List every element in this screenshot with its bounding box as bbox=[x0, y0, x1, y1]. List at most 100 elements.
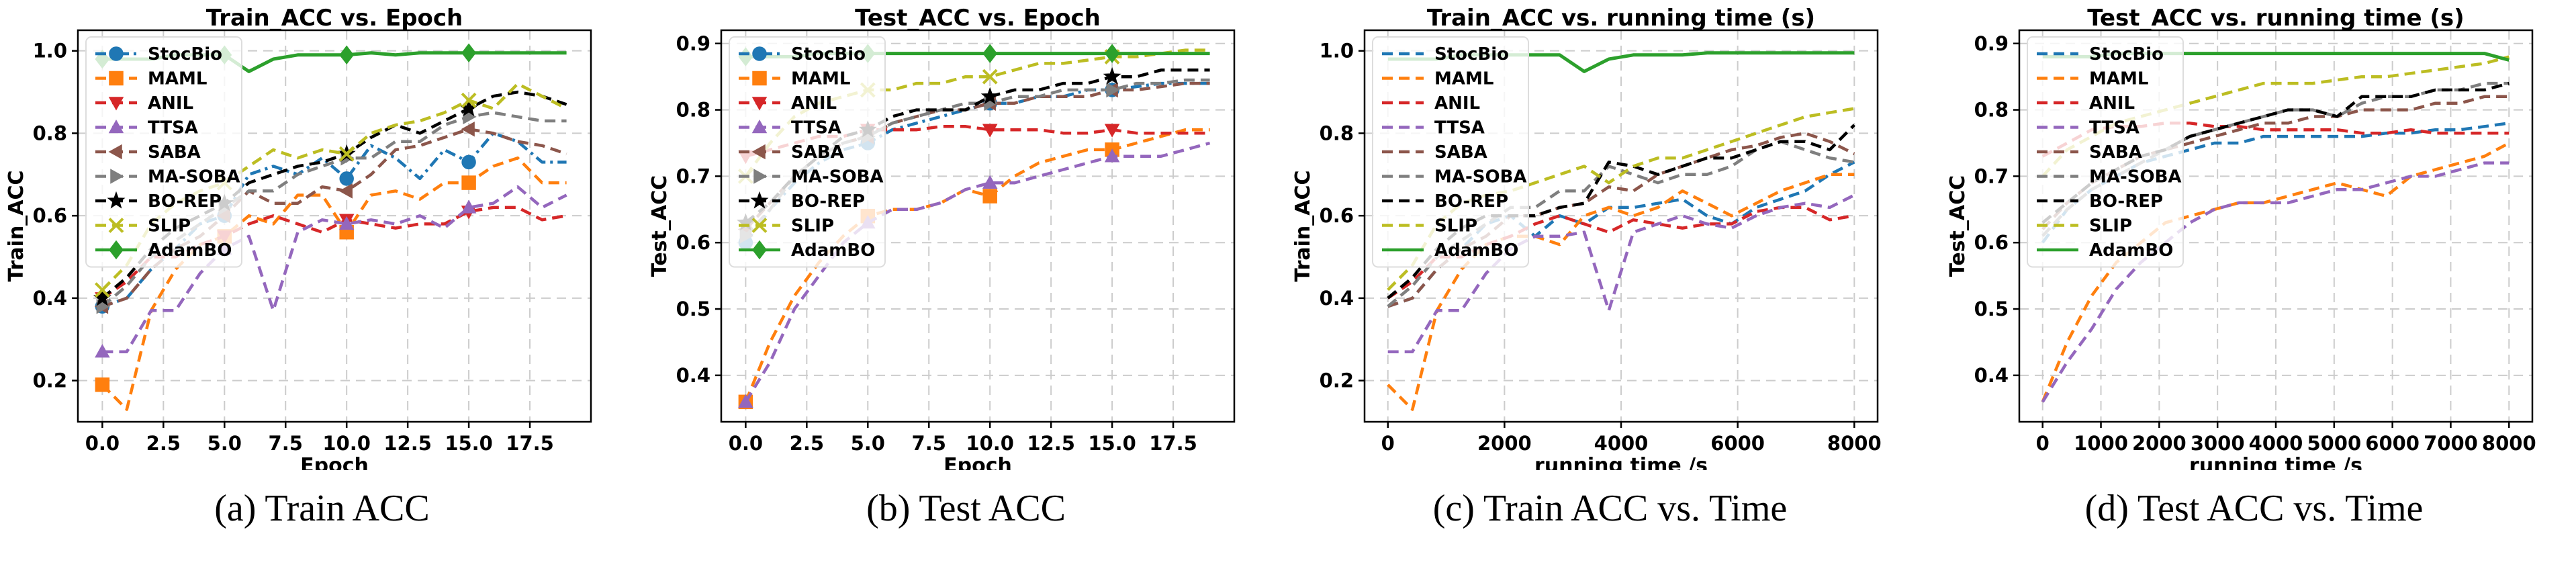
series-line-ttsa bbox=[1387, 193, 1855, 353]
data-point-saba bbox=[338, 183, 353, 199]
y-axis-label: Test_ACC bbox=[1946, 175, 1970, 277]
legend-marker-ma-soba bbox=[753, 169, 768, 184]
x-tick-label: 12.5 bbox=[383, 432, 432, 455]
x-tick-label: 0 bbox=[2036, 432, 2050, 455]
x-tick-label: 12.5 bbox=[1027, 432, 1075, 455]
legend-label-stocbio: StocBio bbox=[2089, 44, 2164, 64]
x-tick-label: 10.0 bbox=[322, 432, 371, 455]
y-tick-label: 0.8 bbox=[1974, 99, 2009, 122]
legend-label-maml: MAML bbox=[1434, 69, 1493, 89]
x-tick-label: 17.5 bbox=[1149, 432, 1197, 455]
x-tick-label: 0 bbox=[1381, 432, 1395, 455]
series-line-saba bbox=[101, 128, 567, 308]
legend-label-saba: SABA bbox=[2089, 142, 2142, 163]
x-tick-label: 7.5 bbox=[912, 432, 946, 455]
chart-1: 0.2 0.4 0.6 0.8 1.0 0.0 2.5 5.0 7.5 10.0 12.5 15.0 1… bbox=[5, 5, 592, 470]
chart-title: Test_ACC vs. Epoch bbox=[855, 5, 1101, 32]
legend-marker-anil bbox=[751, 97, 768, 111]
data-point-bo-rep bbox=[1103, 67, 1121, 85]
legend-label-ttsa: TTSA bbox=[1434, 118, 1485, 138]
data-point-ttsa bbox=[95, 344, 110, 358]
legend-marker-saba bbox=[751, 144, 766, 160]
y-tick-label: 0.5 bbox=[1974, 298, 2009, 320]
legend-marker-slip bbox=[751, 218, 768, 233]
legend-marker-anil bbox=[108, 97, 124, 111]
x-tick-label: 0.0 bbox=[85, 432, 120, 455]
x-tick-label: 15.0 bbox=[1088, 432, 1136, 455]
legend-marker-saba bbox=[108, 144, 122, 160]
legend-label-slip: SLIP bbox=[148, 216, 191, 236]
data-point-adambo bbox=[982, 44, 998, 63]
data-point-saba bbox=[461, 122, 475, 137]
data-point-ttsa bbox=[338, 216, 355, 230]
legend-marker-bo-rep bbox=[750, 191, 769, 209]
caption-a: (a) Train ACC bbox=[214, 488, 430, 529]
data-point-ma-soba bbox=[1106, 82, 1120, 98]
plot-frame bbox=[77, 29, 592, 423]
data-point-slip bbox=[461, 92, 477, 108]
legend-marker-slip bbox=[108, 218, 124, 233]
legend-box bbox=[2027, 36, 2184, 268]
legend-label-stocbio: StocBio bbox=[1434, 44, 1509, 64]
x-axis-label: running time /s bbox=[1534, 454, 1708, 470]
x-axis-label: running time /s bbox=[2189, 454, 2362, 470]
y-tick-label: 0.6 bbox=[33, 204, 67, 227]
legend-label-slip: SLIP bbox=[1434, 216, 1477, 236]
y-tick-label: 0.8 bbox=[33, 122, 67, 144]
y-tick-label: 0.4 bbox=[1974, 364, 2009, 387]
y-tick-label: 0.6 bbox=[1320, 204, 1354, 227]
legend-marker-stocbio bbox=[109, 46, 124, 61]
x-axis-label: Epoch bbox=[300, 454, 369, 470]
legend-label-saba: SABA bbox=[148, 142, 201, 163]
y-tick-label: 0.8 bbox=[676, 99, 710, 122]
series-line-ttsa bbox=[2041, 161, 2510, 403]
caption-c: (c) Train ACC vs. Time bbox=[1432, 488, 1788, 529]
legend-marker-adambo bbox=[109, 240, 124, 260]
x-tick-label: 17.5 bbox=[506, 432, 554, 455]
legend-label-anil: ANIL bbox=[791, 93, 837, 114]
data-point-maml bbox=[95, 377, 110, 392]
x-tick-label: 5.0 bbox=[208, 432, 242, 455]
data-point-slip bbox=[338, 146, 355, 162]
legend-label-maml: MAML bbox=[148, 69, 207, 89]
data-point-bo-rep bbox=[980, 87, 999, 105]
series-line-slip bbox=[2041, 55, 2510, 177]
x-tick-label: 3000 bbox=[2191, 432, 2245, 455]
y-tick-label: 0.4 bbox=[1320, 287, 1354, 310]
y-tick-label: 0.2 bbox=[1320, 369, 1354, 392]
chart-title: Test_ACC vs. running time (s) bbox=[2087, 5, 2464, 32]
legend-label-adambo: AdamBO bbox=[2089, 240, 2173, 261]
legend-marker-maml bbox=[109, 71, 124, 86]
data-point-slip bbox=[982, 69, 998, 85]
x-tick-label: 7.5 bbox=[269, 432, 303, 455]
series-line-bo-rep bbox=[2041, 81, 2510, 224]
caption-d: (d) Test ACC vs. Time bbox=[2084, 488, 2424, 529]
data-point-maml bbox=[982, 189, 997, 204]
x-tick-label: 10.0 bbox=[966, 432, 1014, 455]
legend-label-stocbio: StocBio bbox=[791, 44, 866, 64]
y-tick-label: 0.4 bbox=[676, 364, 710, 387]
x-tick-label: 8000 bbox=[2482, 432, 2536, 455]
series-line-maml bbox=[744, 128, 1210, 403]
legend-marker-adambo bbox=[752, 240, 767, 260]
x-axis-label: Epoch bbox=[944, 454, 1012, 470]
y-tick-label: 1.0 bbox=[1320, 40, 1354, 62]
legend-label-saba: SABA bbox=[1434, 142, 1487, 163]
y-tick-label: 0.4 bbox=[33, 287, 67, 310]
y-tick-label: 0.9 bbox=[1974, 32, 2009, 55]
chart-4: 0.4 0.5 0.6 0.7 0.8 0.9 0 1000 2000 3000 4000 5000 6… bbox=[1946, 5, 2536, 470]
y-axis-label: Train_ACC bbox=[5, 170, 28, 281]
y-axis-label: Train_ACC bbox=[1291, 170, 1315, 281]
legend-label-ttsa: TTSA bbox=[148, 118, 198, 138]
legend: StocBio MAML ANIL TTSA SABA MA-SOBA BO-REP SLIP… bbox=[1372, 36, 1529, 268]
data-point-ttsa bbox=[738, 394, 753, 408]
legend-box bbox=[729, 36, 886, 268]
series-line-saba bbox=[1387, 132, 1855, 308]
y-tick-label: 1.0 bbox=[33, 40, 67, 62]
data-point-stocbio bbox=[339, 171, 354, 186]
legend-label-maml: MAML bbox=[2089, 69, 2148, 89]
legend-label-ma-soba: MA-SOBA bbox=[2089, 167, 2182, 187]
data-point-anil bbox=[1104, 124, 1120, 138]
legend-label-slip: SLIP bbox=[2089, 216, 2132, 236]
